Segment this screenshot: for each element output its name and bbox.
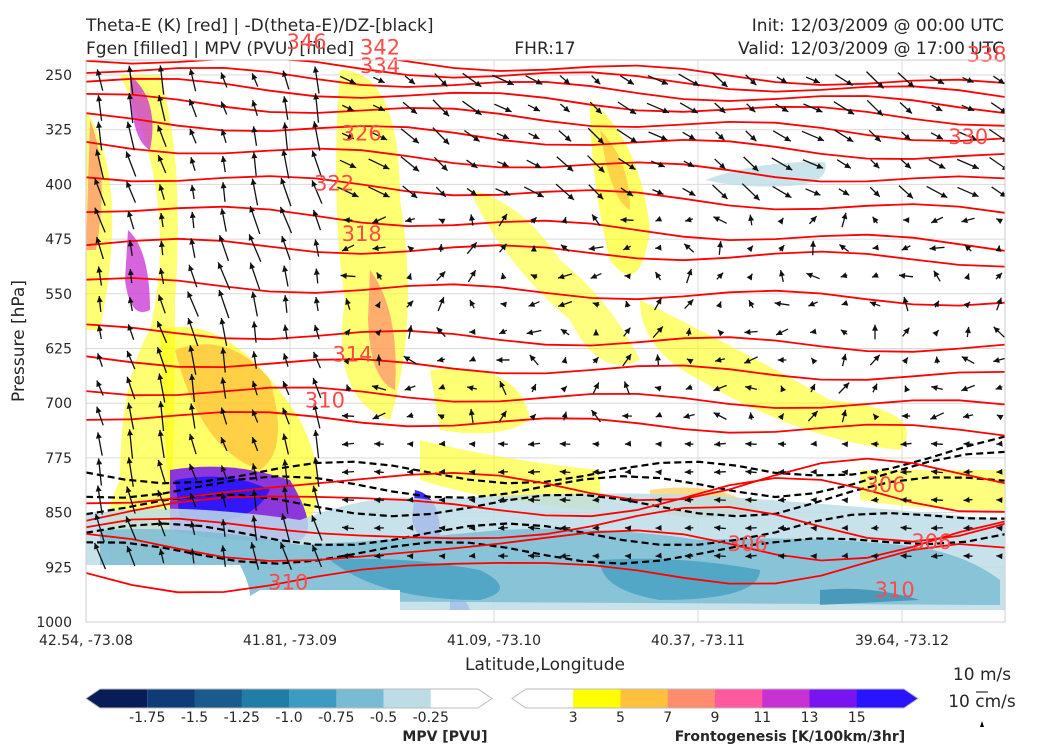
colorbar-tick-label: 13: [801, 710, 819, 726]
colorbar-tick-label: 9: [711, 710, 720, 726]
y-axis-ticks: 250 325 400 475 550 625 700 775 850 925 1000: [36, 68, 72, 631]
title-line-1: Theta-E (K) [red] | -D(theta-E)/DZ-[blac…: [85, 16, 434, 36]
colorbar-tick-label: -0.5: [370, 710, 397, 726]
colorbar-segment: [384, 689, 432, 708]
theta-e-label: 306: [911, 530, 951, 554]
y-tick-label: 550: [45, 287, 72, 303]
x-tick-label: 41.09, -73.10: [447, 633, 541, 649]
colorbar-segment: [762, 689, 810, 708]
vector-key-label-2: 10 cm/s: [948, 692, 1016, 712]
theta-e-label: 322: [314, 172, 354, 196]
colorbar-segment: [810, 689, 858, 708]
colorbar-tick-label: 11: [753, 710, 771, 726]
colorbar-segment: [668, 689, 716, 708]
colorbar-tick-label: -1.25: [224, 710, 260, 726]
colorbar-tick-label: 15: [848, 710, 866, 726]
y-tick-label: 700: [45, 396, 72, 412]
valid-time: Valid: 12/03/2009 @ 17:00 UTC: [738, 39, 1004, 59]
colorbar-tick-label: -0.75: [318, 710, 354, 726]
colorbar-segment: [715, 689, 763, 708]
colorbar-segment: [289, 689, 337, 708]
theta-e-label: 306: [865, 473, 905, 497]
theta-e-label: 310: [268, 571, 308, 595]
colorbar-tick-label: -0.25: [413, 710, 449, 726]
theta-e-label: 318: [342, 222, 382, 246]
colorbar-segment: [242, 689, 290, 708]
fgen-colorbar-label: Frontogenesis [K/100km/3hr]: [675, 729, 905, 745]
colorbar-tick-label: -1.75: [129, 710, 165, 726]
fgen-colorbar: 3 5 7 9 11 13 15: [512, 689, 918, 726]
colorbar-segment: [195, 689, 243, 708]
y-tick-label: 475: [45, 232, 72, 248]
mpv-colorbar: -1.75 -1.5 -1.25 -1.0 -0.75 -0.5 -0.25: [86, 689, 492, 726]
colorbar-segment: [336, 689, 384, 708]
colorbar-tick-label: 7: [663, 710, 672, 726]
theta-e-label: 326: [342, 121, 382, 145]
x-tick-label: 39.64, -73.12: [855, 633, 949, 649]
y-tick-label: 325: [45, 123, 72, 139]
x-tick-label: 42.54, -73.08: [39, 633, 133, 649]
y-axis-label: Pressure [hPa]: [9, 280, 29, 402]
forecast-hour: FHR:17: [514, 39, 575, 59]
y-tick-label: 775: [45, 451, 72, 467]
y-tick-label: 400: [45, 177, 72, 193]
y-tick-label: 250: [45, 68, 72, 84]
colorbar-segment: [147, 689, 195, 708]
x-tick-label: 41.81, -73.09: [243, 633, 337, 649]
y-tick-label: 625: [45, 342, 72, 358]
colorbar-tick-label: 5: [616, 710, 625, 726]
theta-e-label: 310: [305, 388, 345, 412]
theta-e-label: 346: [287, 30, 327, 54]
y-tick-label: 1000: [36, 615, 72, 631]
x-axis-label: Latitude,Longitude: [465, 655, 625, 675]
vector-key-label-1: 10 m/s: [953, 665, 1011, 685]
colorbar-segment: [621, 689, 669, 708]
theta-e-label: 330: [948, 125, 988, 149]
theta-e-label: 310: [875, 578, 915, 602]
colorbar-segment: [573, 689, 621, 708]
mpv-colorbar-label: MPV [PVU]: [402, 729, 487, 745]
x-tick-label: 40.37, -73.11: [651, 633, 745, 649]
x-axis-ticks: 42.54, -73.08 41.81, -73.09 41.09, -73.10 4…: [39, 633, 949, 649]
colorbar-tick-label: -1.0: [275, 710, 302, 726]
colorbar-tick-label: -1.5: [181, 710, 208, 726]
y-tick-label: 925: [45, 560, 72, 576]
init-time: Init: 12/03/2009 @ 00:00 UTC: [752, 16, 1004, 36]
y-tick-label: 850: [45, 506, 72, 522]
theta-e-label: 338: [967, 43, 1007, 67]
theta-e-label: 306: [728, 532, 768, 556]
theta-e-label: 314: [332, 342, 372, 366]
theta-e-label: 334: [360, 54, 400, 78]
colorbar-tick-label: 3: [569, 710, 578, 726]
